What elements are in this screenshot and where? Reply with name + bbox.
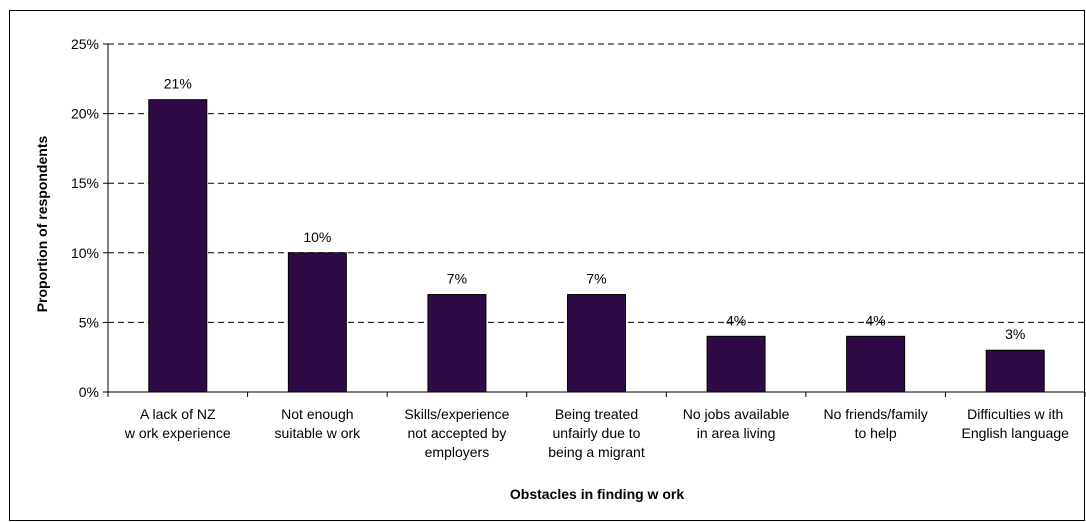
x-tick-label: No jobs available in area living (683, 406, 790, 441)
bar (985, 349, 1045, 393)
x-tick-label-line: suitable w ork (275, 425, 362, 441)
x-tick-label-line: being a migrant (548, 444, 645, 460)
x-tick-labels: A lack of NZ w ork experience Not enough su… (124, 406, 1069, 460)
bar (427, 294, 487, 393)
x-tick-label-line: in area living (697, 425, 776, 441)
x-tick-label: Being treated unfairly due to being a migr… (548, 406, 645, 460)
x-tick-label-line: not accepted by (407, 425, 506, 441)
x-tick-label-line: employers (425, 444, 490, 460)
data-labels: 21% 10% 7% 7% 4% 4% 3% (164, 76, 1026, 343)
x-tick-label-line: unfairly due to (553, 425, 641, 441)
y-tick-label: 0% (79, 384, 99, 400)
y-tick-label: 15% (71, 175, 99, 191)
x-tick-label-line: Difficulties w ith (967, 406, 1063, 422)
data-label: 7% (586, 271, 606, 287)
data-label: 7% (447, 271, 467, 287)
x-tick-label-line: Being treated (555, 406, 638, 422)
x-tick-label-line: No friends/family (824, 406, 928, 422)
y-tick-label: 5% (79, 314, 99, 330)
x-tick-label-line: w ork experience (124, 425, 231, 441)
bar (287, 252, 347, 393)
bar (706, 335, 766, 393)
x-tick-label: Not enough suitable w ork (275, 406, 362, 441)
bar (567, 294, 626, 393)
x-tick-label-line: Not enough (281, 406, 353, 422)
x-tick-label-line: A lack of NZ (140, 406, 216, 422)
bar (846, 335, 906, 393)
x-tick-label: No friends/family to help (824, 406, 928, 441)
data-label: 10% (303, 229, 331, 245)
x-tick-label: Difficulties w ith English language (962, 406, 1070, 441)
gridlines (108, 43, 1085, 323)
y-tick-label: 10% (71, 245, 99, 261)
y-tick-label: 20% (71, 106, 99, 122)
x-tick-label-line: Skills/experience (404, 406, 509, 422)
y-tick-labels: 0% 5% 10% 15% 20% 25% (71, 36, 99, 400)
data-label: 4% (726, 312, 746, 328)
data-label: 3% (1005, 326, 1025, 342)
y-tick-label: 25% (71, 36, 99, 52)
data-label: 4% (866, 312, 886, 328)
x-tick-label-line: No jobs available (683, 406, 790, 422)
x-axis-title: Obstacles in finding w ork (510, 486, 684, 502)
y-axis-title: Proportion of respondents (34, 136, 50, 313)
bars (148, 99, 1045, 393)
axes (103, 43, 1086, 397)
data-label: 21% (164, 76, 192, 92)
x-tick-label: A lack of NZ w ork experience (124, 406, 231, 441)
bar (148, 99, 208, 393)
x-tick-label-line: to help (855, 425, 897, 441)
x-tick-label: Skills/experience not accepted by employer… (404, 406, 509, 460)
x-tick-label-line: English language (962, 425, 1070, 441)
